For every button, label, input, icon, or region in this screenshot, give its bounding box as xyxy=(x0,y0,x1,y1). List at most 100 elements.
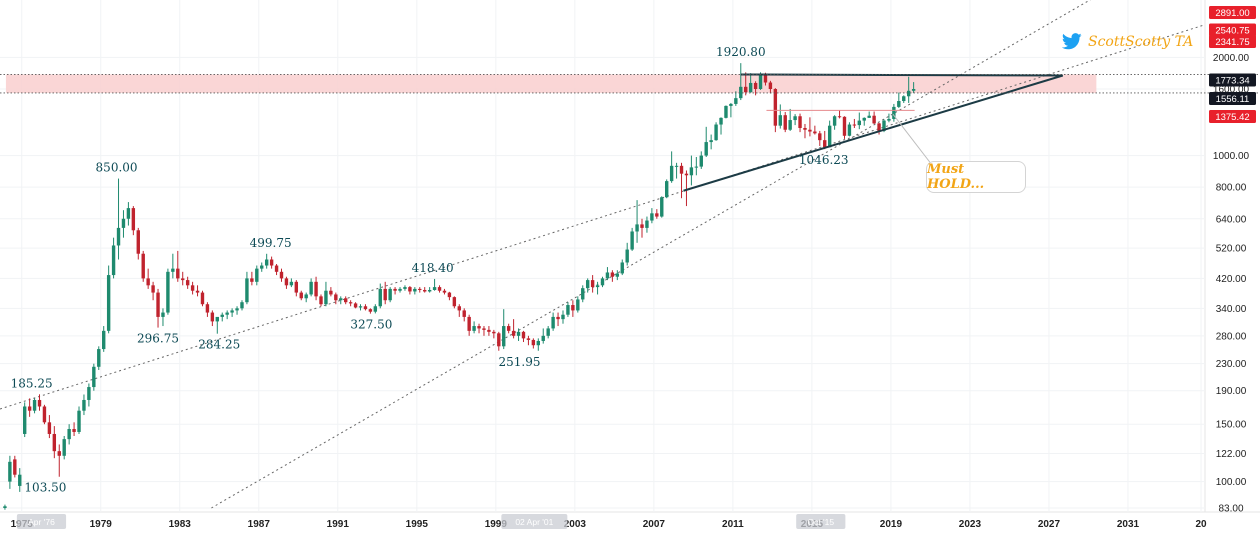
candle-body xyxy=(758,74,763,90)
candle-body xyxy=(551,316,555,329)
candle-body xyxy=(704,142,708,156)
candle-body xyxy=(274,265,279,272)
x-axis-highlight-bg xyxy=(16,514,67,529)
candle-body xyxy=(699,155,703,167)
candle-body xyxy=(729,103,733,106)
candle-body xyxy=(462,310,466,317)
candle-body xyxy=(798,116,802,128)
annotation-label: 103.50 xyxy=(24,481,66,495)
candle-body xyxy=(77,410,81,432)
x-tick-label: 1991 xyxy=(327,519,350,530)
candle-body xyxy=(339,298,343,301)
resistance-zone xyxy=(5,74,1097,93)
candle-body xyxy=(674,165,679,167)
candle-body xyxy=(556,316,560,320)
x-tick-label: 1979 xyxy=(90,519,113,530)
guide-steep-channel xyxy=(211,0,1091,509)
candle-body xyxy=(625,249,629,263)
candle-body xyxy=(447,292,452,298)
candle-body xyxy=(427,289,432,292)
candle-body xyxy=(482,328,486,330)
x-tick-label: 1987 xyxy=(248,519,271,530)
candle-body xyxy=(304,294,308,299)
price-badge: 2341.75 xyxy=(1209,35,1256,48)
candle-body xyxy=(665,181,669,198)
price-badge-label: 2341.75 xyxy=(1215,37,1249,48)
candle-body xyxy=(348,302,353,304)
candle-body xyxy=(906,90,911,97)
candle-body xyxy=(156,292,160,317)
candle-body xyxy=(279,271,284,279)
x-axis-highlight-label: Oct '15 xyxy=(807,517,834,527)
candle-body xyxy=(585,280,590,289)
x-axis-highlight: Apr '76 xyxy=(16,514,67,529)
candle-body xyxy=(250,278,254,282)
x-tick-label: 1995 xyxy=(406,519,429,530)
price-badge: 1556.11 xyxy=(1209,92,1256,105)
candle-body xyxy=(669,165,674,182)
price-badge-label: 1773.34 xyxy=(1215,76,1249,87)
candle-body xyxy=(487,329,491,332)
candle-body xyxy=(3,506,7,508)
candle-body xyxy=(97,349,101,367)
candle-body xyxy=(393,288,397,291)
y-tick-label: 150.00 xyxy=(1216,420,1247,431)
annotation-label: 327.50 xyxy=(350,318,392,332)
candle-body xyxy=(452,297,457,307)
y-tick-label: 800.00 xyxy=(1216,183,1247,194)
candle-body xyxy=(566,305,570,315)
plot-area xyxy=(0,0,1205,512)
candle-body xyxy=(343,298,348,303)
candle-body xyxy=(778,115,782,126)
candle-body xyxy=(477,326,481,329)
candle-body xyxy=(264,259,269,266)
x-tick-label: 2003 xyxy=(564,519,587,530)
candle-body xyxy=(595,285,600,288)
candle-body xyxy=(200,292,205,305)
candle-body xyxy=(171,268,175,272)
candle-body xyxy=(418,288,422,290)
y-tick-label: 1600.00 xyxy=(1213,85,1250,96)
candle-body xyxy=(709,140,713,143)
annotation-label: 251.95 xyxy=(499,355,541,369)
candle-body xyxy=(106,275,111,331)
candle-body xyxy=(911,89,916,91)
guide-long-term-channel xyxy=(0,24,1205,410)
candle-body xyxy=(225,312,229,315)
price-badge-bg xyxy=(1209,35,1256,48)
candle-body xyxy=(640,224,644,228)
candle-body xyxy=(635,224,639,232)
x-axis-highlight: 02 Apr '01 xyxy=(501,514,568,529)
candle-body xyxy=(650,213,654,221)
candle-body xyxy=(581,288,585,300)
candle-body xyxy=(166,271,170,313)
candle-body xyxy=(27,406,32,411)
y-tick-label: 1000.00 xyxy=(1213,151,1250,162)
brand-watermark: ScottScotty TA xyxy=(1062,33,1193,50)
candle-body xyxy=(902,96,906,102)
x-axis-highlight-bg xyxy=(501,514,568,529)
candle-body xyxy=(615,273,620,277)
y-tick-label: 2000.00 xyxy=(1213,53,1250,64)
candle-body xyxy=(92,366,96,388)
candle-body xyxy=(230,310,234,313)
candle-body xyxy=(32,399,37,411)
candle-body xyxy=(576,299,580,311)
candle-body xyxy=(852,124,857,126)
candle-body xyxy=(398,288,402,291)
candle-body xyxy=(260,265,264,269)
candle-body xyxy=(823,140,827,148)
y-tick-label: 122.00 xyxy=(1216,449,1247,460)
candle-body xyxy=(324,290,328,305)
candle-body xyxy=(645,220,649,228)
candle-body xyxy=(185,280,190,286)
candle-body xyxy=(181,278,185,281)
candle-body xyxy=(857,120,862,126)
annotation-label: 499.75 xyxy=(250,236,292,250)
candle-body xyxy=(146,278,150,286)
candle-body xyxy=(131,208,136,231)
candle-body xyxy=(660,197,664,217)
candle-body xyxy=(215,316,219,322)
candle-body xyxy=(768,82,773,90)
